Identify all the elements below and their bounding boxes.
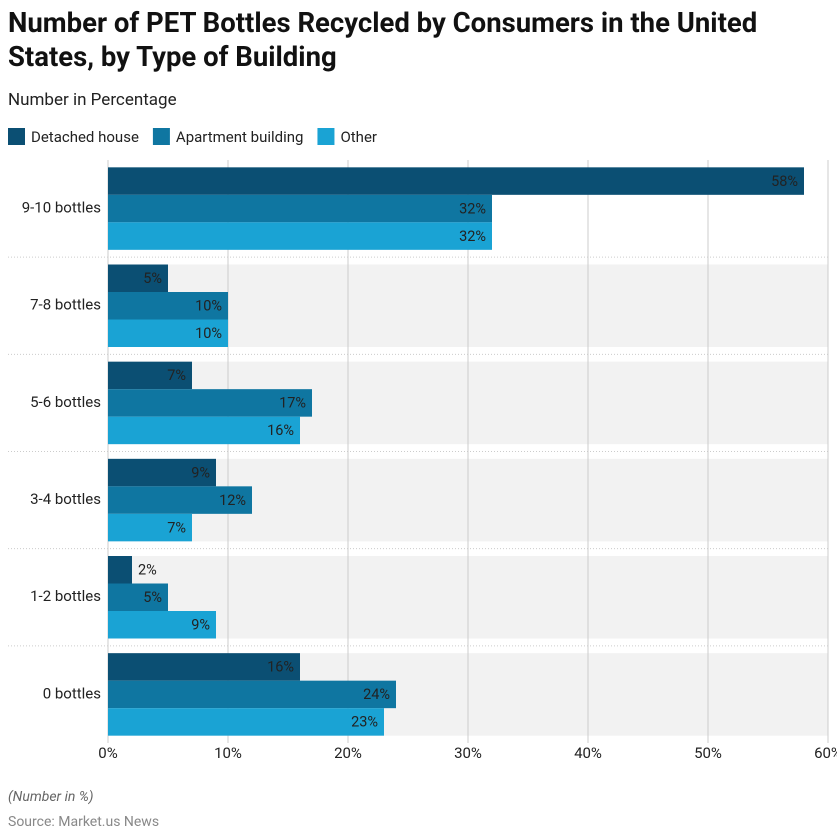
bar [108, 194, 492, 223]
x-tick-label: 0% [98, 744, 117, 762]
chart-title: Number of PET Bottles Recycled by Consum… [8, 6, 758, 73]
x-tick-label: 10% [214, 744, 242, 762]
data-label: 2% [138, 562, 157, 579]
bar [108, 264, 168, 292]
data-label: 9% [191, 464, 210, 481]
x-tick-label: 50% [694, 744, 722, 762]
data-label: 58% [771, 173, 798, 190]
x-tick-label: 60% [814, 744, 837, 762]
legend-swatch [317, 128, 335, 145]
data-label: 10% [195, 298, 222, 315]
chart-note: (Number in %) [8, 789, 94, 805]
bar [108, 513, 192, 542]
data-label: 7% [167, 519, 186, 536]
x-tick-label: 20% [334, 744, 362, 762]
y-tick-label: 9-10 bottles [22, 199, 101, 217]
bar [108, 292, 228, 320]
x-tick-label: 40% [574, 744, 602, 762]
bar [108, 653, 300, 681]
y-tick-label: 0 bottles [43, 684, 101, 702]
y-tick-label: 1-2 bottles [30, 587, 101, 605]
chart-subtitle: Number in Percentage [8, 90, 177, 110]
data-label: 24% [363, 686, 390, 703]
y-tick-label: 3-4 bottles [30, 490, 101, 508]
data-label: 10% [195, 325, 222, 342]
legend-swatch [8, 128, 25, 145]
bar [108, 583, 168, 611]
data-label: 9% [191, 617, 210, 634]
bar [108, 708, 384, 736]
bar [108, 389, 312, 417]
data-label: 5% [143, 270, 162, 287]
legend-swatch [152, 128, 170, 145]
data-label: 32% [459, 200, 486, 217]
x-tick-label: 30% [454, 744, 482, 762]
bar [108, 611, 216, 639]
legend-label: Detached house [31, 128, 139, 146]
bar [108, 222, 492, 250]
chart-source: Source: Market.us News [8, 814, 160, 830]
data-label: 23% [351, 714, 378, 731]
chart: Detached house Apartment building Other 0% 1… [8, 128, 837, 762]
data-label: 16% [267, 659, 294, 676]
legend-label: Apartment building [176, 128, 304, 146]
y-tick-label: 5-6 bottles [30, 393, 101, 411]
data-label: 12% [219, 492, 246, 509]
bar [108, 680, 396, 709]
bar [108, 486, 252, 514]
bar [108, 458, 216, 487]
data-label: 32% [459, 228, 486, 245]
bar [108, 361, 192, 390]
bar [108, 319, 228, 347]
bar [108, 416, 300, 445]
data-label: 7% [167, 367, 186, 384]
data-label: 16% [267, 422, 294, 439]
data-label: 17% [279, 395, 306, 412]
legend-label: Other [340, 128, 377, 146]
y-tick-label: 7-8 bottles [30, 296, 101, 314]
bar [108, 167, 804, 195]
data-label: 5% [143, 589, 162, 606]
bar [108, 556, 132, 584]
